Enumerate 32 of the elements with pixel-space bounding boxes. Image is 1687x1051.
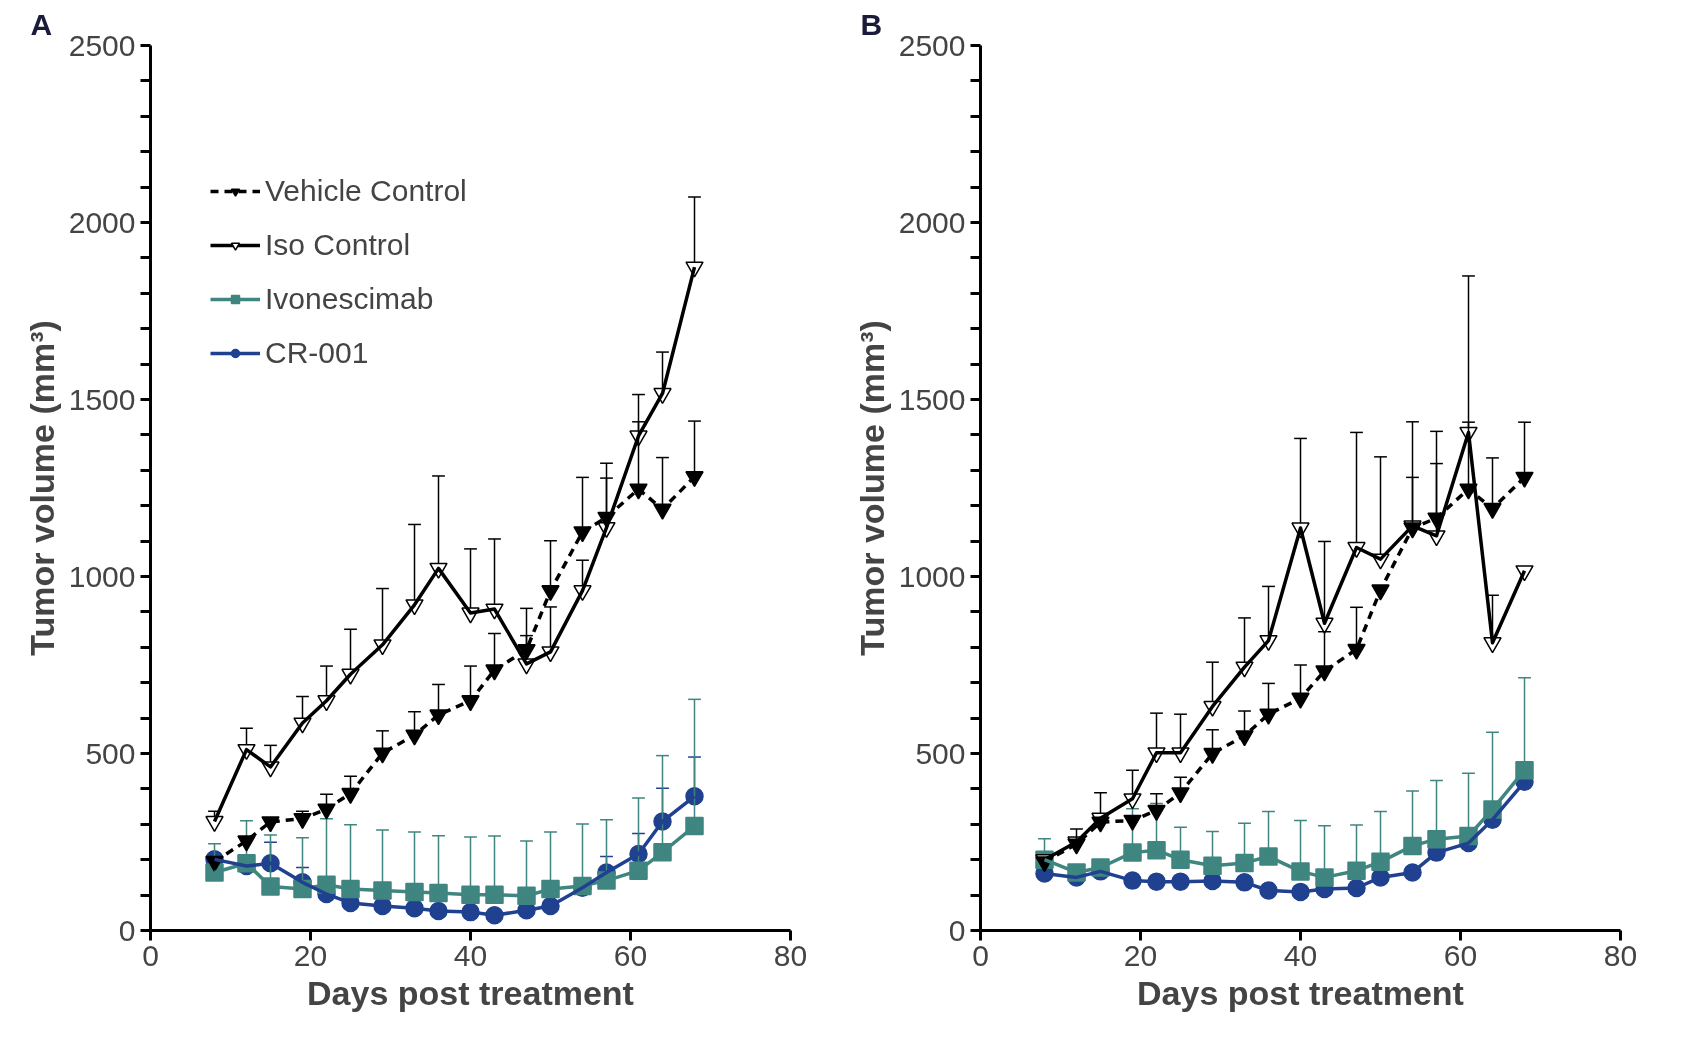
x-tick-label: 0 xyxy=(972,938,989,972)
text: A xyxy=(30,7,53,41)
legend-label: CR-001 xyxy=(265,336,369,370)
y-tick-label: 1500 xyxy=(898,382,966,416)
x-tick-label: 0 xyxy=(142,938,159,972)
x-tick-label: 40 xyxy=(453,938,488,972)
legend-label: Iso Control xyxy=(265,228,411,262)
x-tick-label: 60 xyxy=(1443,938,1478,972)
y-tick-label: 500 xyxy=(915,736,966,770)
legend-label: Vehicle Control xyxy=(265,174,467,208)
y-tick-label: 1000 xyxy=(898,559,966,593)
y-tick-label: 2500 xyxy=(68,28,136,62)
y-tick-label: 2000 xyxy=(898,205,966,239)
y-axis-title: Tumor volume (mm³) xyxy=(22,320,61,656)
y-tick-label: 1500 xyxy=(68,382,136,416)
x-axis-title: Days post treatment xyxy=(307,973,634,1012)
y-tick-label: 500 xyxy=(85,736,136,770)
y-tick-label: 0 xyxy=(948,913,966,947)
y-axis-title: Tumor volume (mm³) xyxy=(852,320,891,656)
y-tick-label: 2500 xyxy=(898,28,966,62)
text: B xyxy=(860,7,883,41)
y-tick-label: 1000 xyxy=(68,559,136,593)
x-tick-label: 20 xyxy=(293,938,328,972)
legend-label: Ivonescimab xyxy=(265,282,434,316)
x-tick-label: 20 xyxy=(1123,938,1158,972)
y-tick-label: 2000 xyxy=(68,205,136,239)
x-tick-label: 40 xyxy=(1283,938,1318,972)
y-tick-label: 0 xyxy=(118,913,136,947)
x-tick-label: 80 xyxy=(1603,938,1638,972)
x-tick-label: 60 xyxy=(613,938,648,972)
x-axis-title: Days post treatment xyxy=(1137,973,1464,1012)
x-tick-label: 80 xyxy=(773,938,808,972)
